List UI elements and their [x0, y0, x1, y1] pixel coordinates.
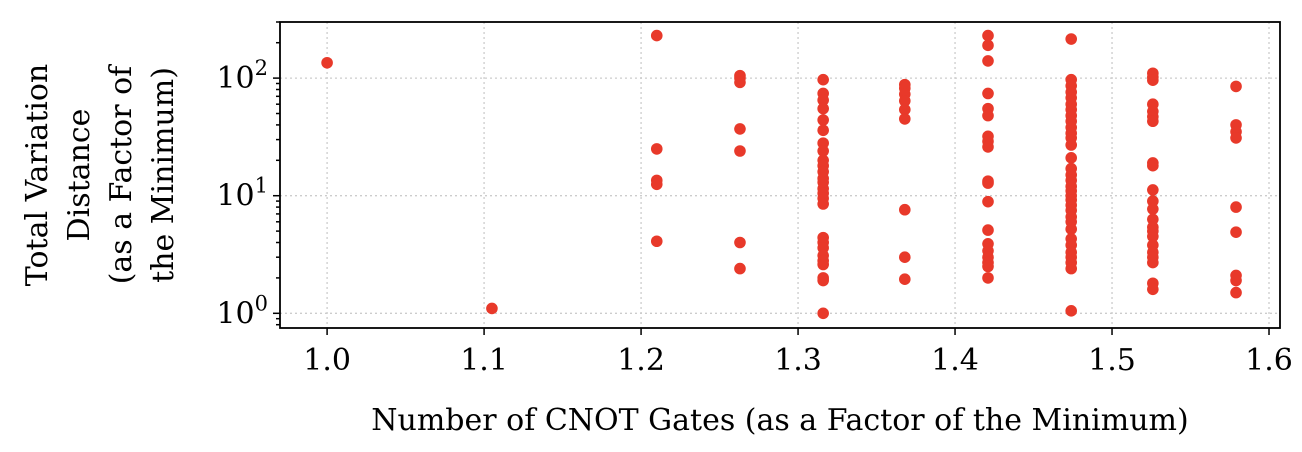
data-point: [899, 103, 911, 116]
data-point: [817, 258, 829, 271]
data-point: [1230, 226, 1242, 238]
data-point: [734, 262, 746, 275]
data-point: [650, 178, 663, 191]
data-point: [1147, 203, 1159, 215]
data-point: [982, 109, 994, 122]
data-point: [817, 102, 829, 115]
data-point: [817, 114, 829, 126]
x-tick-label: 1.5: [1088, 343, 1136, 378]
y-tick-label: 101: [216, 174, 268, 214]
data-point: [1230, 286, 1242, 299]
data-point: [982, 29, 994, 42]
data-point: [982, 55, 994, 67]
data-point: [899, 273, 911, 285]
data-point: [1147, 74, 1159, 86]
data-point: [1065, 262, 1078, 275]
data-point: [650, 143, 663, 155]
data-point: [817, 274, 829, 287]
data-point: [817, 94, 829, 106]
y-axis-label-line-1: Total Variation: [20, 64, 55, 286]
y-axis-label-line-4: the Minimum): [146, 67, 181, 283]
axis-ticks: 1.0 1.1 1.2 1.3 1.4 1.5 1.6 100 101 102: [216, 21, 1293, 378]
data-point: [734, 236, 746, 249]
data-point: [1230, 132, 1242, 144]
x-axis-label: Number of CNOT Gates (as a Factor of the…: [371, 403, 1188, 438]
data-point: [1147, 283, 1159, 296]
x-tick-label: 1.4: [931, 343, 979, 378]
data-point: [817, 73, 829, 86]
data-point: [899, 203, 911, 216]
data-point: [817, 145, 829, 157]
data-points: [321, 29, 1242, 320]
data-point: [1065, 139, 1078, 151]
data-point: [982, 39, 994, 52]
data-point: [817, 307, 829, 320]
data-point: [1065, 152, 1078, 164]
data-point: [982, 141, 994, 153]
data-point: [1147, 184, 1159, 196]
data-point: [899, 113, 911, 125]
x-tick-label: 1.0: [303, 343, 351, 378]
data-point: [982, 195, 994, 208]
data-point: [486, 302, 498, 315]
data-point: [982, 177, 994, 189]
data-point: [734, 145, 746, 157]
data-point: [1147, 115, 1159, 128]
data-point: [1230, 201, 1242, 213]
data-point: [982, 260, 994, 273]
data-point: [817, 124, 829, 137]
x-tick-label: 1.1: [460, 343, 508, 378]
data-point: [982, 224, 994, 236]
data-point: [1230, 274, 1242, 287]
data-point: [982, 272, 994, 284]
data-point: [982, 87, 994, 100]
y-tick-label: 100: [216, 291, 268, 331]
y-axis-label: Total Variation Distance (as a Factor of…: [20, 64, 181, 286]
data-point: [734, 76, 746, 89]
data-point: [1147, 230, 1159, 243]
grid-lines: [280, 22, 1280, 328]
data-point: [1230, 80, 1242, 93]
data-point: [1147, 195, 1159, 207]
data-point: [734, 123, 746, 135]
data-point: [1147, 159, 1159, 172]
x-tick-label: 1.6: [1245, 343, 1293, 378]
data-point: [1147, 256, 1159, 269]
y-axis-label-line-2: Distance: [62, 109, 97, 242]
data-point: [650, 235, 663, 248]
data-point: [650, 29, 663, 42]
data-point: [1065, 33, 1078, 45]
data-point: [899, 251, 911, 263]
data-point: [321, 56, 333, 69]
x-tick-label: 1.3: [774, 343, 822, 378]
data-point: [817, 198, 829, 210]
data-point: [899, 95, 911, 107]
data-point: [1065, 305, 1078, 317]
plot-frame: [279, 21, 1281, 329]
data-point: [1065, 223, 1078, 235]
y-tick-label: 102: [216, 56, 268, 96]
y-axis-label-line-3: (as a Factor of: [104, 64, 139, 284]
x-tick-label: 1.2: [617, 343, 665, 378]
